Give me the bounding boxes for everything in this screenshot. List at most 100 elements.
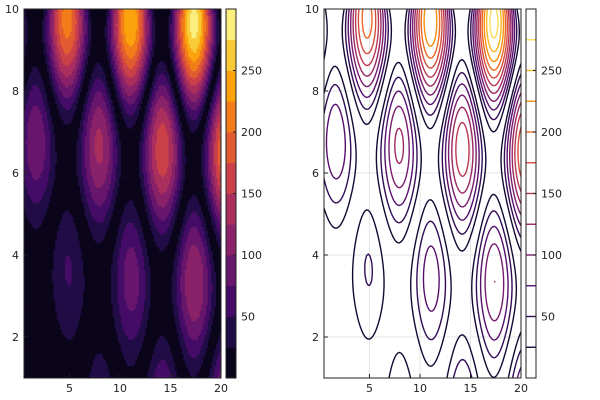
contour-band-cell [179, 244, 186, 248]
contour-band-cell [124, 23, 138, 26]
contour-band-cell [199, 218, 206, 221]
contour-band-cell [76, 228, 91, 231]
contour-band-cell [206, 27, 209, 31]
contour-band-cell [179, 119, 188, 123]
contour-band-cell [163, 205, 173, 209]
contour-band-cell [198, 56, 202, 59]
contour-band-cell [183, 41, 186, 45]
contour-band-cell [219, 129, 221, 133]
contour-band-cell [138, 101, 143, 104]
contour-band-cell [50, 129, 55, 133]
contour-band-cell [191, 58, 197, 61]
contour-band-cell [152, 199, 158, 203]
contour-band-cell [137, 117, 145, 121]
contour-band-cell [79, 93, 87, 96]
contour-band-cell [147, 127, 152, 131]
contour-band-cell [143, 179, 148, 182]
contour-band-cell [81, 31, 84, 35]
contour-band-cell [207, 271, 212, 275]
contour-band-cell [202, 211, 211, 215]
contour-band-cell [122, 82, 129, 86]
contour-band-cell [60, 115, 74, 119]
contour-band-cell [152, 117, 156, 121]
contour-band-cell [150, 209, 156, 213]
contour-band-cell [84, 162, 91, 166]
contour-band-cell [148, 115, 153, 119]
contour-band-cell [184, 21, 188, 24]
contour-band-cell [176, 121, 179, 125]
contour-band-cell [178, 234, 184, 238]
contour-band-cell [148, 74, 155, 78]
contour-band-cell [173, 195, 179, 199]
contour-band-cell [196, 91, 202, 94]
contour-band-cell [122, 74, 129, 78]
contour-band-cell [201, 205, 209, 209]
contour-band-cell [158, 337, 166, 340]
contour-band-cell [114, 121, 119, 125]
contour-band-cell [79, 45, 83, 49]
contour-band-cell [212, 170, 217, 174]
contour-band-cell [84, 214, 92, 217]
contour-band-cell [89, 82, 94, 86]
contour-band-cell [201, 27, 204, 31]
contour-band-cell [89, 205, 110, 209]
contour-band-cell [145, 164, 150, 168]
contour-band-cell [181, 271, 186, 275]
contour-band-cell [219, 332, 221, 336]
contour-band-cell [206, 64, 211, 67]
contour-band-cell [119, 33, 124, 37]
contour-band-cell [142, 168, 147, 172]
contour-band-cell [206, 224, 214, 227]
contour-band-cell [111, 279, 119, 283]
contour-band-cell [50, 156, 58, 160]
contour-band-cell [120, 156, 140, 160]
contour-band-cell [143, 261, 150, 264]
contour-band-cell [125, 37, 137, 41]
contour-band-cell [24, 93, 30, 96]
contour-band-cell [191, 117, 197, 121]
contour-band-cell [115, 195, 145, 199]
contour-band-cell [143, 306, 152, 309]
contour-band-cell [207, 62, 211, 65]
contour-band-cell [117, 263, 125, 266]
contour-band-cell [135, 359, 151, 363]
contour-band-cell [152, 105, 156, 108]
contour-band-cell [179, 56, 183, 59]
contour-band-cell [179, 127, 183, 131]
contour-band-cell [69, 62, 76, 65]
contour-band-cell [81, 158, 86, 162]
contour-band-cell [51, 193, 83, 197]
contour-band-cell [198, 25, 202, 29]
contour-band-cell [188, 330, 202, 334]
contour-band-cell [111, 291, 119, 295]
contour-band-cell [150, 281, 173, 285]
contour-band-cell [199, 111, 204, 115]
contour-band-cell [145, 207, 151, 211]
contour-band-cell [211, 291, 217, 295]
contour-band-cell [76, 82, 81, 86]
contour-band-cell [117, 189, 143, 193]
contour-band-cell [74, 37, 79, 41]
contour-band-cell [214, 308, 221, 311]
contour-band-cell [24, 339, 119, 342]
contour-band-cell [48, 70, 51, 74]
contour-band-cell [78, 31, 83, 35]
contour-band-cell [24, 359, 94, 363]
contour-band-cell [207, 136, 212, 139]
contour-band-cell [212, 162, 216, 166]
contour-band-cell [78, 183, 84, 186]
contour-band-cell [212, 88, 217, 92]
contour-band-cell [92, 197, 107, 201]
contour-band-cell [137, 58, 142, 61]
contour-band-cell [106, 232, 119, 236]
contour-band-cell [51, 279, 68, 283]
contour-band-cell [152, 353, 173, 357]
contour-band-cell [188, 86, 201, 90]
contour-band-cell [142, 228, 152, 231]
contour-band-cell [94, 64, 102, 67]
contour-band-cell [198, 316, 206, 320]
contour-band-cell [184, 37, 189, 41]
contour-band-cell [124, 289, 140, 293]
contour-band-cell [199, 312, 207, 316]
contour-band-cell [147, 62, 150, 65]
